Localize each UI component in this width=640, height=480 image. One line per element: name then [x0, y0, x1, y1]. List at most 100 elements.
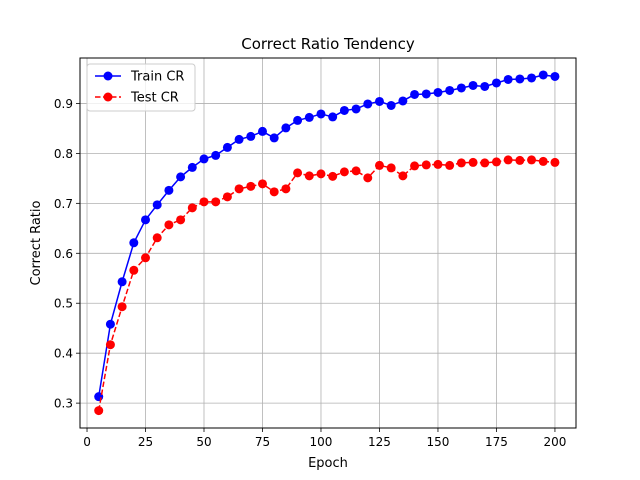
- data-point-train: [374, 96, 384, 106]
- chart-title: Correct Ratio Tendency: [241, 35, 415, 53]
- y-tick-label: 0.7: [54, 197, 73, 211]
- legend-label-train: Train CR: [130, 70, 184, 85]
- data-point-test: [538, 156, 548, 166]
- data-point-train: [164, 185, 174, 195]
- data-point-train: [421, 89, 431, 99]
- data-point-test: [105, 340, 115, 350]
- data-point-train: [211, 150, 221, 160]
- x-tick-label: 100: [310, 435, 333, 449]
- data-point-test: [304, 171, 314, 181]
- legend-marker-test: [103, 92, 113, 102]
- x-tick-label: 0: [83, 435, 91, 449]
- data-point-train: [281, 123, 291, 133]
- data-point-train: [328, 112, 338, 122]
- data-point-train: [527, 73, 537, 83]
- data-point-test: [527, 155, 537, 165]
- data-point-test: [293, 168, 303, 178]
- data-point-train: [410, 89, 420, 99]
- data-point-test: [152, 233, 162, 243]
- x-tick-label: 125: [368, 435, 391, 449]
- data-point-test: [328, 171, 338, 181]
- data-point-train: [199, 154, 209, 164]
- data-point-test: [281, 184, 291, 194]
- data-point-train: [187, 162, 197, 172]
- data-point-train: [246, 131, 256, 141]
- data-point-train: [269, 133, 279, 143]
- data-point-train: [339, 105, 349, 115]
- data-point-train: [363, 99, 373, 109]
- x-tick-label: 75: [255, 435, 270, 449]
- data-point-train: [257, 126, 267, 136]
- data-point-test: [257, 179, 267, 189]
- data-point-train: [515, 74, 525, 84]
- data-point-train: [117, 277, 127, 287]
- data-point-train: [351, 104, 361, 114]
- data-point-train: [468, 80, 478, 90]
- series-test: [94, 155, 560, 416]
- data-point-test: [94, 406, 104, 416]
- data-point-test: [117, 302, 127, 312]
- data-point-test: [316, 169, 326, 179]
- data-point-test: [222, 192, 232, 202]
- data-point-test: [141, 253, 151, 263]
- data-point-test: [339, 167, 349, 177]
- data-point-train: [293, 115, 303, 125]
- data-point-train: [386, 100, 396, 110]
- data-point-test: [386, 163, 396, 173]
- data-point-test: [374, 160, 384, 170]
- y-tick-label: 0.3: [54, 397, 73, 411]
- data-point-test: [410, 161, 420, 171]
- axis-ticks: 0 25 50 75 100 125 150 175 200 0.3 0.4 0.5 0.6 0.7 0.8…: [54, 97, 566, 449]
- data-point-test: [199, 197, 209, 207]
- data-point-train: [176, 172, 186, 182]
- data-point-test: [211, 197, 221, 207]
- data-point-test: [421, 160, 431, 170]
- data-point-train: [433, 87, 443, 97]
- legend-label-test: Test CR: [130, 91, 179, 106]
- y-axis-label: Correct Ratio: [29, 200, 44, 285]
- y-tick-label: 0.4: [54, 347, 73, 361]
- data-point-train: [445, 85, 455, 95]
- data-point-test: [468, 157, 478, 167]
- data-point-test: [480, 158, 490, 168]
- data-point-test: [363, 173, 373, 183]
- x-tick-label: 150: [427, 435, 450, 449]
- data-point-train: [234, 134, 244, 144]
- x-tick-label: 25: [138, 435, 153, 449]
- data-point-train: [491, 78, 501, 88]
- data-point-test: [246, 181, 256, 191]
- y-tick-label: 0.9: [54, 97, 73, 111]
- x-axis-label: Epoch: [308, 456, 348, 471]
- data-point-test: [515, 155, 525, 165]
- data-point-test: [433, 159, 443, 169]
- data-point-test: [491, 157, 501, 167]
- series-layer: [94, 70, 560, 416]
- data-point-test: [398, 171, 408, 181]
- series-line-test: [97, 159, 556, 411]
- data-point-test: [269, 187, 279, 197]
- plot-frame: [79, 57, 577, 429]
- y-tick-label: 0.6: [54, 247, 73, 261]
- data-point-test: [176, 215, 186, 225]
- data-point-test: [445, 160, 455, 170]
- data-point-test: [187, 203, 197, 213]
- gridlines: [80, 58, 576, 428]
- data-point-train: [129, 238, 139, 248]
- data-point-test: [234, 184, 244, 194]
- data-point-train: [550, 71, 560, 81]
- y-tick-label: 0.8: [54, 147, 73, 161]
- x-tick-label: 175: [485, 435, 508, 449]
- x-tick-label: 200: [543, 435, 566, 449]
- legend-marker-train: [103, 71, 113, 81]
- data-point-train: [538, 70, 548, 80]
- data-point-train: [105, 319, 115, 329]
- data-point-test: [550, 157, 560, 167]
- data-point-test: [456, 158, 466, 168]
- data-point-train: [503, 74, 513, 84]
- series-line-train: [97, 74, 556, 397]
- data-point-test: [164, 220, 174, 230]
- data-point-test: [129, 265, 139, 275]
- data-point-test: [503, 155, 513, 165]
- data-point-train: [398, 96, 408, 106]
